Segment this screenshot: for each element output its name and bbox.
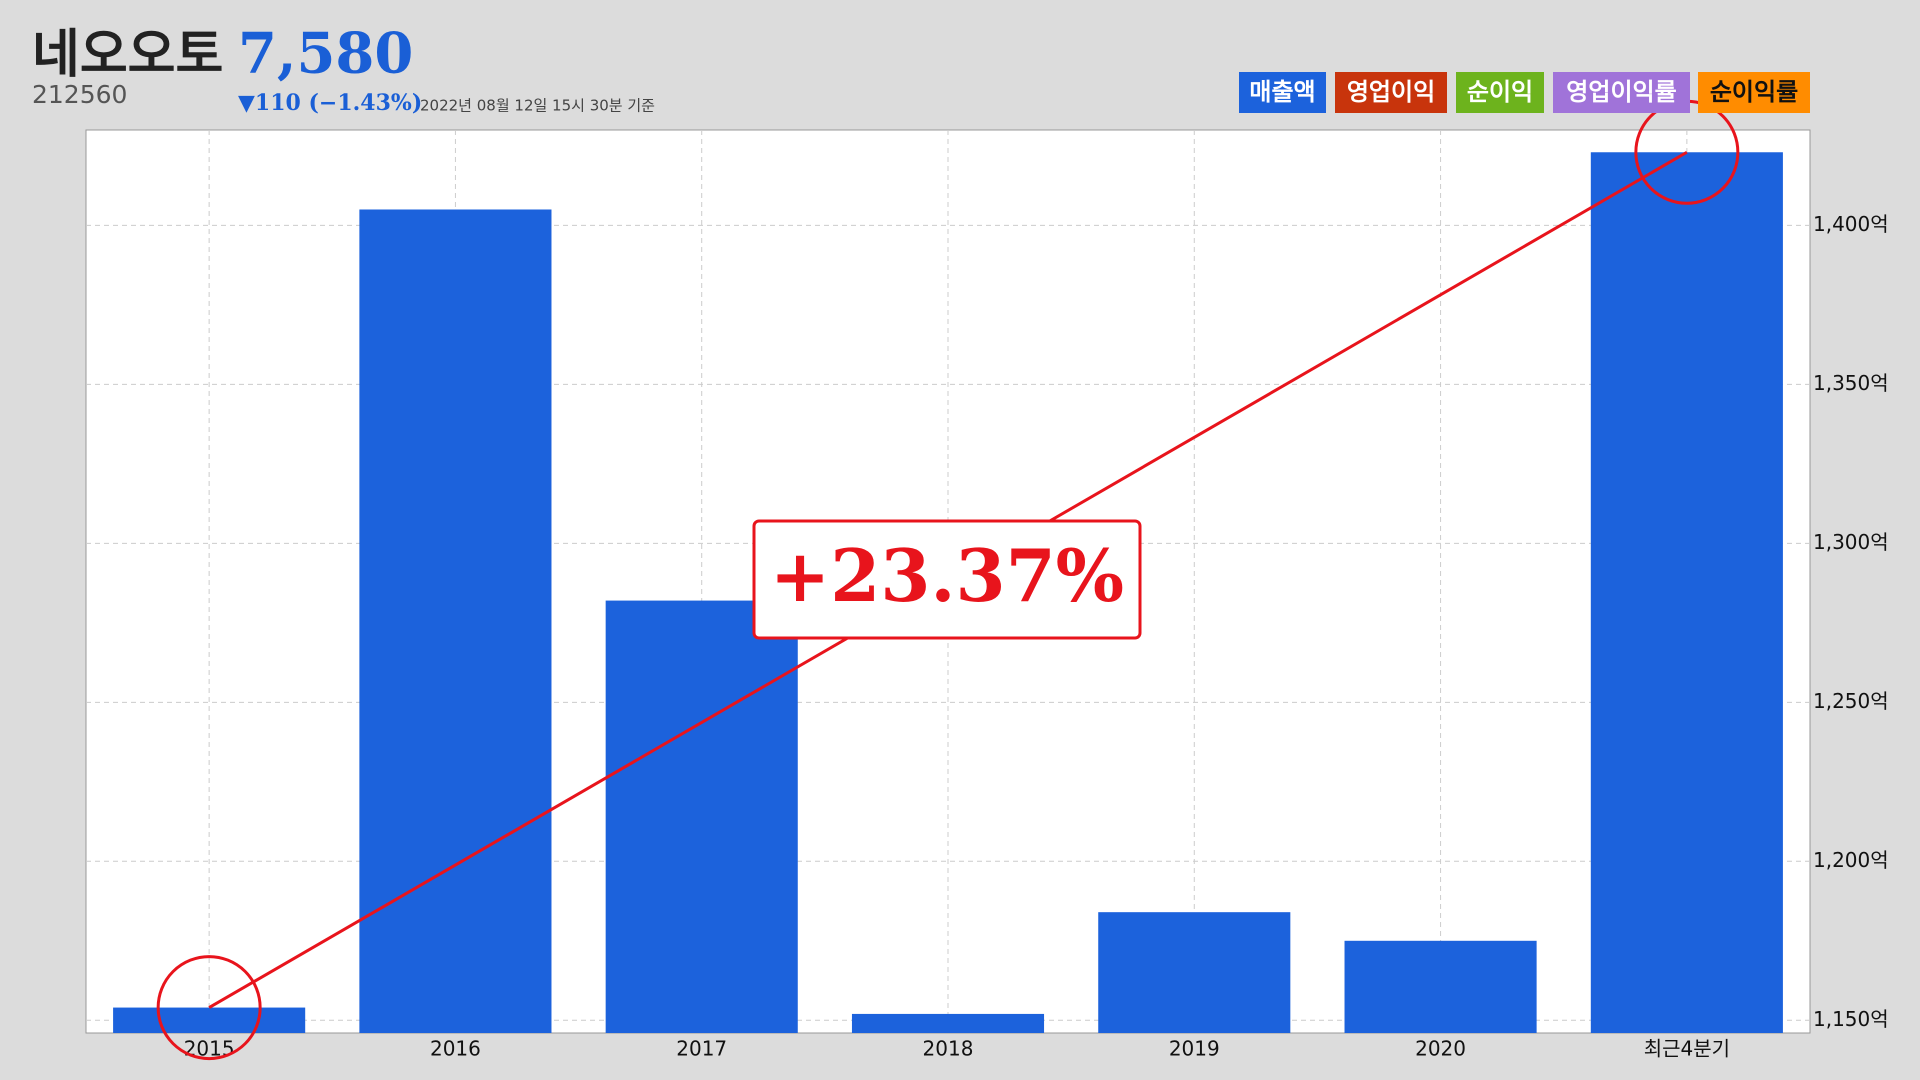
annotation-text: +23.37% xyxy=(770,533,1124,618)
y-tick-label: 1,250억 xyxy=(1813,689,1889,713)
x-tick-label: 2018 xyxy=(923,1037,974,1061)
bar xyxy=(851,1013,1045,1033)
legend-item[interactable]: 영업이익 xyxy=(1335,72,1447,113)
stock-code: 212560 xyxy=(32,80,127,109)
bar xyxy=(359,209,552,1033)
x-tick-label: 2019 xyxy=(1169,1037,1220,1061)
bar xyxy=(1590,152,1783,1033)
bar xyxy=(113,1007,306,1033)
x-tick-label: 2020 xyxy=(1415,1037,1466,1061)
legend-item[interactable]: 순이익률 xyxy=(1698,72,1810,113)
bar xyxy=(1098,912,1291,1033)
legend-item[interactable]: 순이익 xyxy=(1456,72,1544,113)
y-tick-label: 1,150억 xyxy=(1813,1007,1889,1031)
price-change: ▼110 (−1.43%) xyxy=(238,90,422,116)
y-tick-label: 1,400억 xyxy=(1813,212,1889,236)
annotation-box xyxy=(752,519,1142,640)
stock-price: 7,580 xyxy=(238,21,413,87)
timestamp: 2022년 08월 12일 15시 30분 기준 xyxy=(420,97,655,115)
x-tick-label: 2017 xyxy=(676,1037,727,1061)
y-tick-label: 1,200억 xyxy=(1813,848,1889,872)
bar xyxy=(1344,940,1537,1033)
y-tick-label: 1,350억 xyxy=(1813,371,1889,395)
highlight-circle xyxy=(156,955,262,1061)
bar xyxy=(605,600,798,1033)
legend-item[interactable]: 매출액 xyxy=(1239,72,1326,113)
legend-item[interactable]: 영업이익률 xyxy=(1553,72,1690,113)
stock-name: 네오오토 xyxy=(32,25,223,85)
x-tick-label: 2016 xyxy=(430,1037,481,1061)
y-tick-label: 1,300억 xyxy=(1813,530,1889,554)
x-tick-label: 최근4분기 xyxy=(1644,1037,1730,1061)
